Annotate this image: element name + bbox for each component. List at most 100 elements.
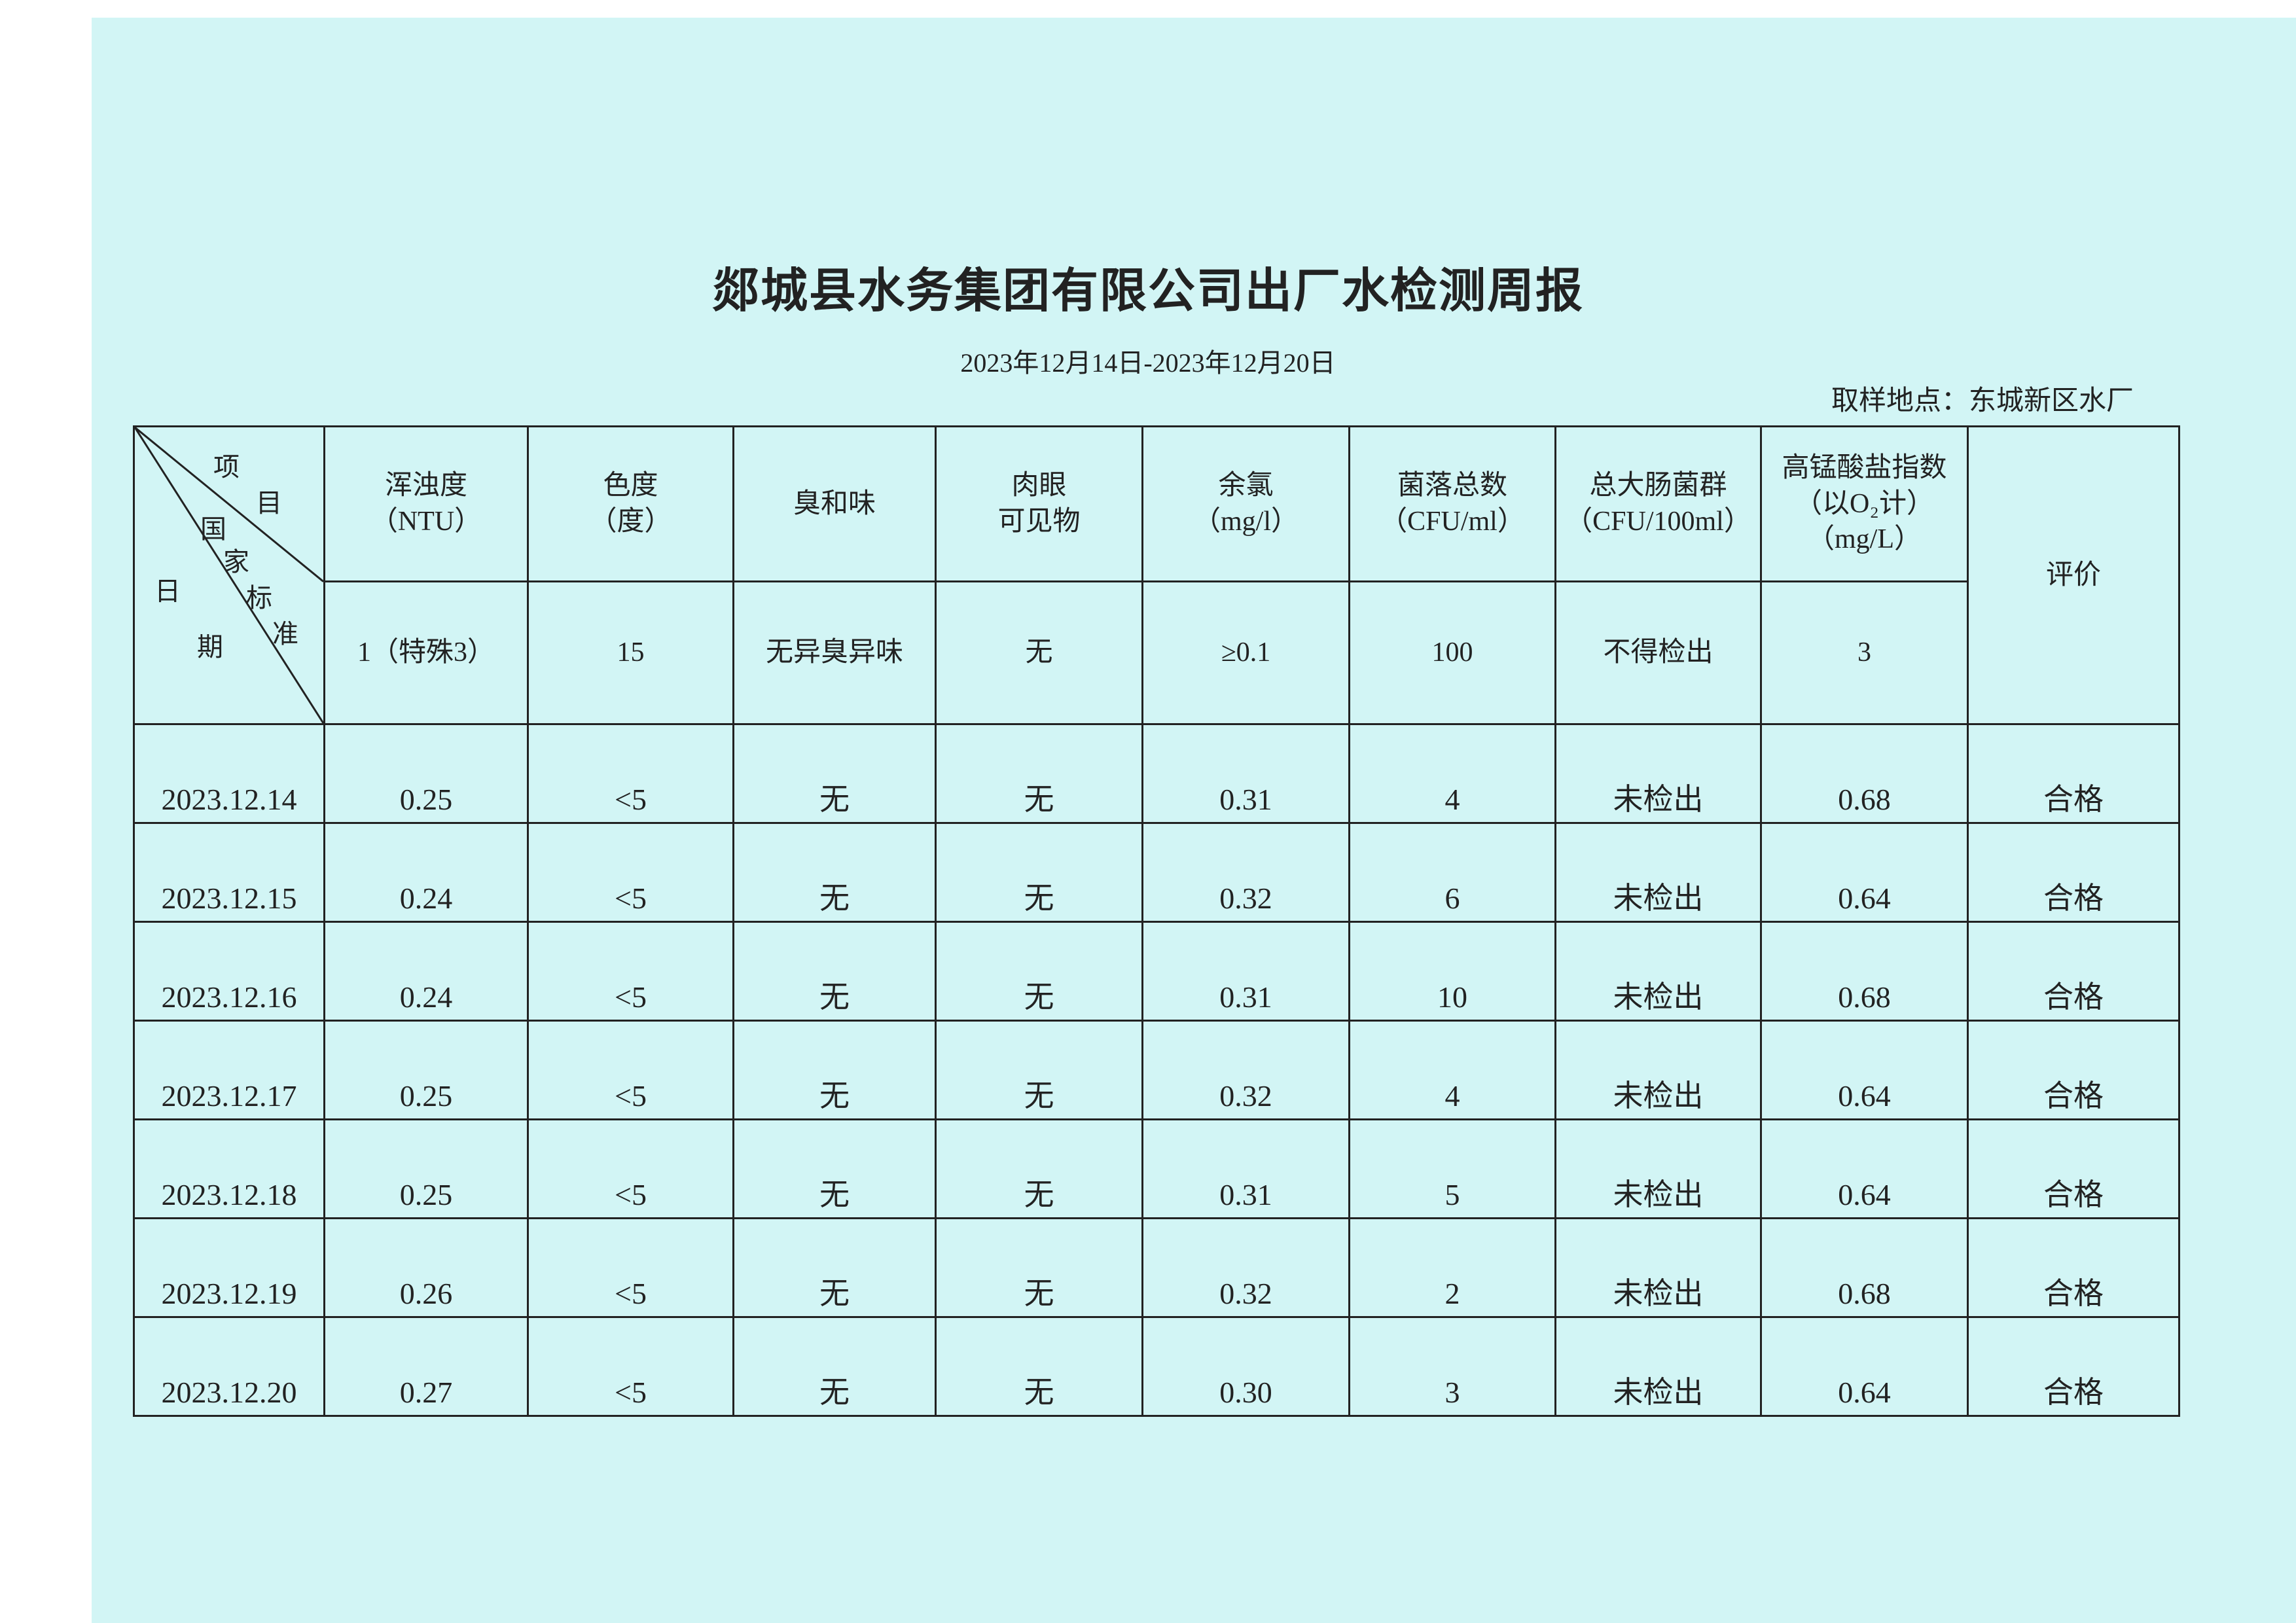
column-unit: （CFU/ml） [1380, 507, 1525, 537]
table-row: 2023.12.14 0.25 <5 无无 0.31 4 未检出 0.68 合格 [133, 723, 2180, 824]
colony-count-cell: 4 [1348, 1020, 1556, 1120]
color-cell: <5 [527, 1020, 734, 1120]
colony-count-cell: 4 [1348, 723, 1556, 824]
column-name: 浑浊度 [384, 471, 467, 501]
standard-value: 15 [527, 580, 734, 725]
residual-chlorine-cell: 0.32 [1141, 1020, 1350, 1120]
column-unit: （度） [589, 507, 672, 537]
odor-cell: 无 [732, 723, 937, 824]
visible-matter-cell: 无 [935, 1118, 1143, 1219]
permanganate-index-cell: 0.64 [1760, 1118, 1969, 1219]
evaluation-cell: 合格 [1967, 921, 2180, 1022]
date-range: 2023年12月14日-2023年12月20日 [960, 348, 1336, 378]
column-header: 浑浊度 （NTU） [323, 425, 529, 582]
turbidity-cell: 0.24 [323, 921, 529, 1022]
coliform-cell: 未检出 [1554, 723, 1762, 824]
evaluation-cell: 合格 [1967, 1118, 2180, 1219]
visible-matter-cell: 无 [935, 1020, 1143, 1120]
coliform-cell: 未检出 [1554, 921, 1762, 1022]
visible-matter-cell: 无 [935, 822, 1143, 923]
evaluation-cell: 合格 [1967, 723, 2180, 824]
odor-cell: 无 [732, 1118, 937, 1219]
date-cell: 2023.12.15 [133, 822, 325, 923]
column-header: 余氯 （mg/l） [1141, 425, 1350, 582]
table-row: 2023.12.20 0.27 <5 无无 0.30 3 未检出 0.64 合格 [133, 1316, 2180, 1417]
standard-value: 无 [935, 580, 1143, 725]
coliform-cell: 未检出 [1554, 1118, 1762, 1219]
turbidity-cell: 0.25 [323, 723, 529, 824]
turbidity-cell: 0.27 [323, 1316, 529, 1417]
evaluation-cell: 合格 [1967, 1217, 2180, 1318]
column-header: 高锰酸盐指数 （以O₂计） （mg/L） [1760, 425, 1969, 582]
permanganate-index-cell: 0.64 [1760, 1020, 1969, 1120]
residual-chlorine-cell: 0.32 [1141, 822, 1350, 923]
date-cell: 2023.12.20 [133, 1316, 325, 1417]
colony-count-cell: 5 [1348, 1118, 1556, 1219]
column-name: 臭和味 [793, 488, 876, 519]
odor-cell: 无 [732, 1316, 937, 1417]
color-cell: <5 [527, 822, 734, 923]
evaluation-cell: 合格 [1967, 1316, 2180, 1417]
diagonal-lines [135, 427, 323, 723]
odor-cell: 无 [732, 1217, 937, 1318]
residual-chlorine-cell: 0.31 [1141, 1118, 1350, 1219]
visible-matter-cell: 无 [935, 723, 1143, 824]
table-row: 2023.12.17 0.25 <5 无无 0.32 4 未检出 0.64 合格 [133, 1020, 2180, 1120]
color-cell: <5 [527, 921, 734, 1022]
visible-matter-cell: 无 [935, 1217, 1143, 1318]
turbidity-cell: 0.26 [323, 1217, 529, 1318]
column-header: 色度 （度） [527, 425, 734, 582]
column-header: 菌落总数 （CFU/ml） [1348, 425, 1556, 582]
permanganate-index-cell: 0.68 [1760, 1217, 1969, 1318]
standard-value: 不得检出 [1554, 580, 1762, 725]
turbidity-cell: 0.25 [323, 1118, 529, 1219]
evaluation-cell: 合格 [1967, 1020, 2180, 1120]
water-quality-table: 项 目 国 家 标 准 日 期 浑浊度 （NTU） 色度 （度） 臭和味 肉眼 可见物… [133, 425, 2180, 1417]
corner-label: 家 [223, 547, 249, 577]
residual-chlorine-cell: 0.31 [1141, 921, 1350, 1022]
residual-chlorine-cell: 0.30 [1141, 1316, 1350, 1417]
column-unit: （以O₂计） [1795, 488, 1934, 519]
colony-count-cell: 6 [1348, 822, 1556, 923]
corner-header-cell: 项 目 国 家 标 准 日 期 [133, 425, 325, 725]
date-cell: 2023.12.17 [133, 1020, 325, 1120]
corner-label: 日 [154, 577, 181, 606]
turbidity-cell: 0.25 [323, 1020, 529, 1120]
odor-cell: 无 [732, 921, 937, 1022]
column-unit: 可见物 [997, 507, 1081, 537]
column-unit: （CFU/100ml） [1565, 507, 1751, 537]
permanganate-index-cell: 0.64 [1760, 822, 1969, 923]
visible-matter-cell: 无 [935, 921, 1143, 1022]
turbidity-cell: 0.24 [323, 822, 529, 923]
table-row: 2023.12.15 0.24 <5 无无 0.32 6 未检出 0.64 合格 [133, 822, 2180, 923]
date-cell: 2023.12.16 [133, 921, 325, 1022]
permanganate-index-cell: 0.64 [1760, 1316, 1969, 1417]
evaluation-header: 评价 [1967, 425, 2180, 725]
corner-label: 国 [200, 514, 226, 544]
date-cell: 2023.12.14 [133, 723, 325, 824]
odor-cell: 无 [732, 822, 937, 923]
color-cell: <5 [527, 1217, 734, 1318]
color-cell: <5 [527, 1316, 734, 1417]
column-unit: （mg/l） [1193, 507, 1299, 537]
standard-value: 3 [1760, 580, 1969, 725]
sampling-location: 取样地点：东城新区水厂 [1831, 386, 2134, 416]
column-name: 菌落总数 [1397, 471, 1507, 501]
visible-matter-cell: 无 [935, 1316, 1143, 1417]
color-cell: <5 [527, 1118, 734, 1219]
coliform-cell: 未检出 [1554, 1020, 1762, 1120]
table-row: 2023.12.16 0.24 <5 无无 0.31 10 未检出 0.68 合格 [133, 921, 2180, 1022]
coliform-cell: 未检出 [1554, 1316, 1762, 1417]
colony-count-cell: 10 [1348, 921, 1556, 1022]
colony-count-cell: 3 [1348, 1316, 1556, 1417]
column-header: 臭和味 [732, 425, 937, 582]
residual-chlorine-cell: 0.32 [1141, 1217, 1350, 1318]
odor-cell: 无 [732, 1020, 937, 1120]
table-row: 2023.12.19 0.26 <5 无无 0.32 2 未检出 0.68 合格 [133, 1217, 2180, 1318]
column-name: 色度 [603, 471, 658, 501]
permanganate-index-cell: 0.68 [1760, 723, 1969, 824]
corner-label: 目 [256, 488, 282, 518]
colony-count-cell: 2 [1348, 1217, 1556, 1318]
date-cell: 2023.12.19 [133, 1217, 325, 1318]
corner-label: 标 [246, 583, 272, 613]
